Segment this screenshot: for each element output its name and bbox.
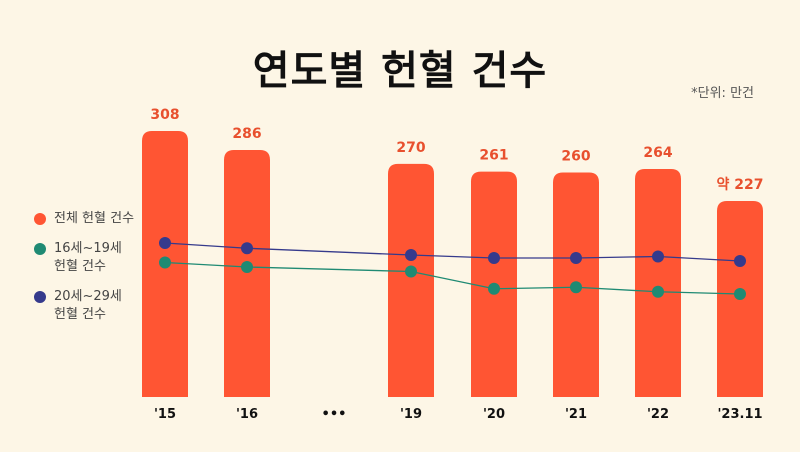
data-point xyxy=(159,237,171,249)
legend-label-total: 전체 헌혈 건수 xyxy=(54,211,135,226)
data-point xyxy=(405,249,417,261)
legend-item-twenties: 20세~29세 헌혈 건수 xyxy=(34,288,134,324)
bar-value-label: 약 227 xyxy=(717,176,764,193)
chart-title: 연도별 헌혈 건수 xyxy=(252,48,548,94)
bar-value-label: 286 xyxy=(232,126,261,142)
bar xyxy=(388,163,434,397)
data-point xyxy=(570,281,582,294)
data-point xyxy=(734,255,746,267)
bar xyxy=(635,169,681,397)
data-point xyxy=(159,256,171,269)
x-tick-label: '21 xyxy=(565,407,587,422)
data-point xyxy=(241,242,253,255)
bar-value-label: 261 xyxy=(479,148,508,164)
legend: 전체 헌혈 건수 16세~19세 헌혈 건수 20세~29세 헌혈 건수 xyxy=(34,210,134,336)
data-point xyxy=(652,285,664,298)
bar-value-label: 260 xyxy=(561,148,590,164)
bar xyxy=(224,150,270,397)
gap-ellipsis: ••• xyxy=(322,407,347,422)
legend-marker-teen xyxy=(34,243,46,255)
x-tick-label: '19 xyxy=(400,407,422,422)
bar-value-label: 308 xyxy=(150,107,179,123)
x-tick-label: '15 xyxy=(154,407,176,422)
data-point xyxy=(488,282,500,295)
unit-note: *단위: 만건 xyxy=(691,86,754,101)
data-point xyxy=(405,265,417,278)
legend-item-total: 전체 헌혈 건수 xyxy=(34,210,134,228)
legend-label-teen: 16세~19세 헌혈 건수 xyxy=(54,241,122,274)
data-point xyxy=(241,261,253,273)
data-point xyxy=(570,252,582,264)
bar-value-label: 264 xyxy=(643,145,672,161)
legend-marker-total xyxy=(34,213,46,225)
x-tick-label: '16 xyxy=(236,407,258,422)
data-point xyxy=(488,252,500,264)
legend-label-twenties: 20세~29세 헌혈 건수 xyxy=(54,289,122,322)
bar-value-label: 270 xyxy=(396,140,425,156)
legend-item-teen: 16세~19세 헌혈 건수 xyxy=(34,240,134,276)
x-tick-label: '20 xyxy=(483,407,505,422)
data-point xyxy=(652,250,664,263)
data-point xyxy=(734,288,746,300)
x-tick-label: '23.11 xyxy=(717,407,762,422)
legend-marker-twenties xyxy=(34,291,46,303)
x-tick-label: '22 xyxy=(647,407,669,422)
